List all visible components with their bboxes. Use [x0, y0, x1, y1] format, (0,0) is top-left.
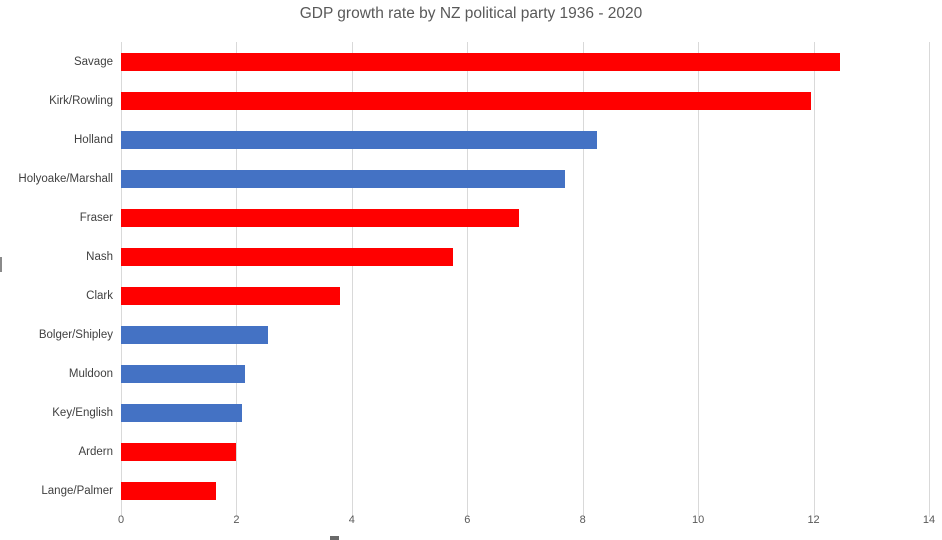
- x-tick-label: 8: [579, 514, 586, 526]
- bar: [121, 365, 246, 384]
- bar-row: [121, 42, 929, 81]
- gridline: [698, 42, 700, 517]
- x-tick-label: 4: [348, 514, 355, 526]
- bar: [121, 247, 453, 266]
- bar-row: [121, 316, 929, 355]
- x-tick-label: 6: [464, 514, 471, 526]
- bar-row: [121, 472, 929, 511]
- category-label: Kirk/Rowling: [49, 94, 113, 107]
- x-axis: 0 2 4 6 8 10 12 14: [117, 514, 935, 532]
- x-tick-label: 12: [807, 514, 820, 526]
- category-row: Savage: [0, 42, 113, 81]
- plot-area: [121, 42, 930, 517]
- category-row: Bolger/Shipley: [0, 316, 113, 355]
- bar: [121, 443, 237, 462]
- x-tick-label: 2: [233, 514, 240, 526]
- category-label: Lange/Palmer: [41, 485, 113, 498]
- x-tick-label: 0: [117, 514, 125, 526]
- category-row: Kirk/Rowling: [0, 81, 113, 120]
- bar: [121, 326, 269, 345]
- clipped-x-axis-title-fragment: [330, 536, 339, 540]
- category-label: Ardern: [78, 446, 113, 459]
- bar: [121, 482, 217, 501]
- category-row: Nash: [0, 237, 113, 276]
- bar: [121, 287, 341, 306]
- y-axis-labels: Savage Kirk/Rowling Holland Holyoake/Marsha…: [0, 42, 113, 511]
- bar-row: [121, 237, 929, 276]
- gridline: [813, 42, 815, 517]
- bar-row: [121, 198, 929, 237]
- bar: [121, 91, 811, 110]
- category-row: Holyoake/Marshall: [0, 159, 113, 198]
- category-label: Holland: [74, 133, 113, 146]
- gridline: [929, 42, 930, 517]
- gridline: [121, 42, 122, 517]
- category-row: Ardern: [0, 433, 113, 472]
- x-tick-label: 10: [692, 514, 705, 526]
- category-row: Clark: [0, 277, 113, 316]
- category-label: Muldoon: [68, 368, 113, 381]
- gridline: [236, 42, 238, 517]
- category-label: Fraser: [79, 211, 113, 224]
- bar: [121, 169, 566, 188]
- bar: [121, 208, 520, 227]
- bar-row: [121, 120, 929, 159]
- bar-row: [121, 159, 929, 198]
- bar-row: [121, 355, 929, 394]
- category-row: Key/English: [0, 394, 113, 433]
- category-label: Holyoake/Marshall: [18, 172, 113, 185]
- clipped-y-axis-title-fragment: [0, 257, 2, 272]
- gridline: [467, 42, 469, 517]
- category-label: Nash: [86, 250, 113, 263]
- category-row: Holland: [0, 120, 113, 159]
- bar-row: [121, 433, 929, 472]
- gridline: [582, 42, 584, 517]
- x-tick-label: 14: [922, 514, 936, 526]
- category-label: Savage: [73, 55, 113, 68]
- bar: [121, 404, 243, 423]
- chart-title: GDP growth rate by NZ political party 19…: [299, 5, 643, 22]
- category-label: Clark: [86, 290, 113, 303]
- bar-row: [121, 394, 929, 433]
- category-row: Lange/Palmer: [0, 472, 113, 511]
- bar: [121, 52, 840, 71]
- category-label: Bolger/Shipley: [38, 329, 113, 342]
- category-row: Fraser: [0, 198, 113, 237]
- category-row: Muldoon: [0, 355, 113, 394]
- bar: [121, 130, 598, 149]
- gridline: [351, 42, 353, 517]
- bar-row: [121, 277, 929, 316]
- category-label: Key/English: [52, 407, 113, 420]
- bar-row: [121, 81, 929, 120]
